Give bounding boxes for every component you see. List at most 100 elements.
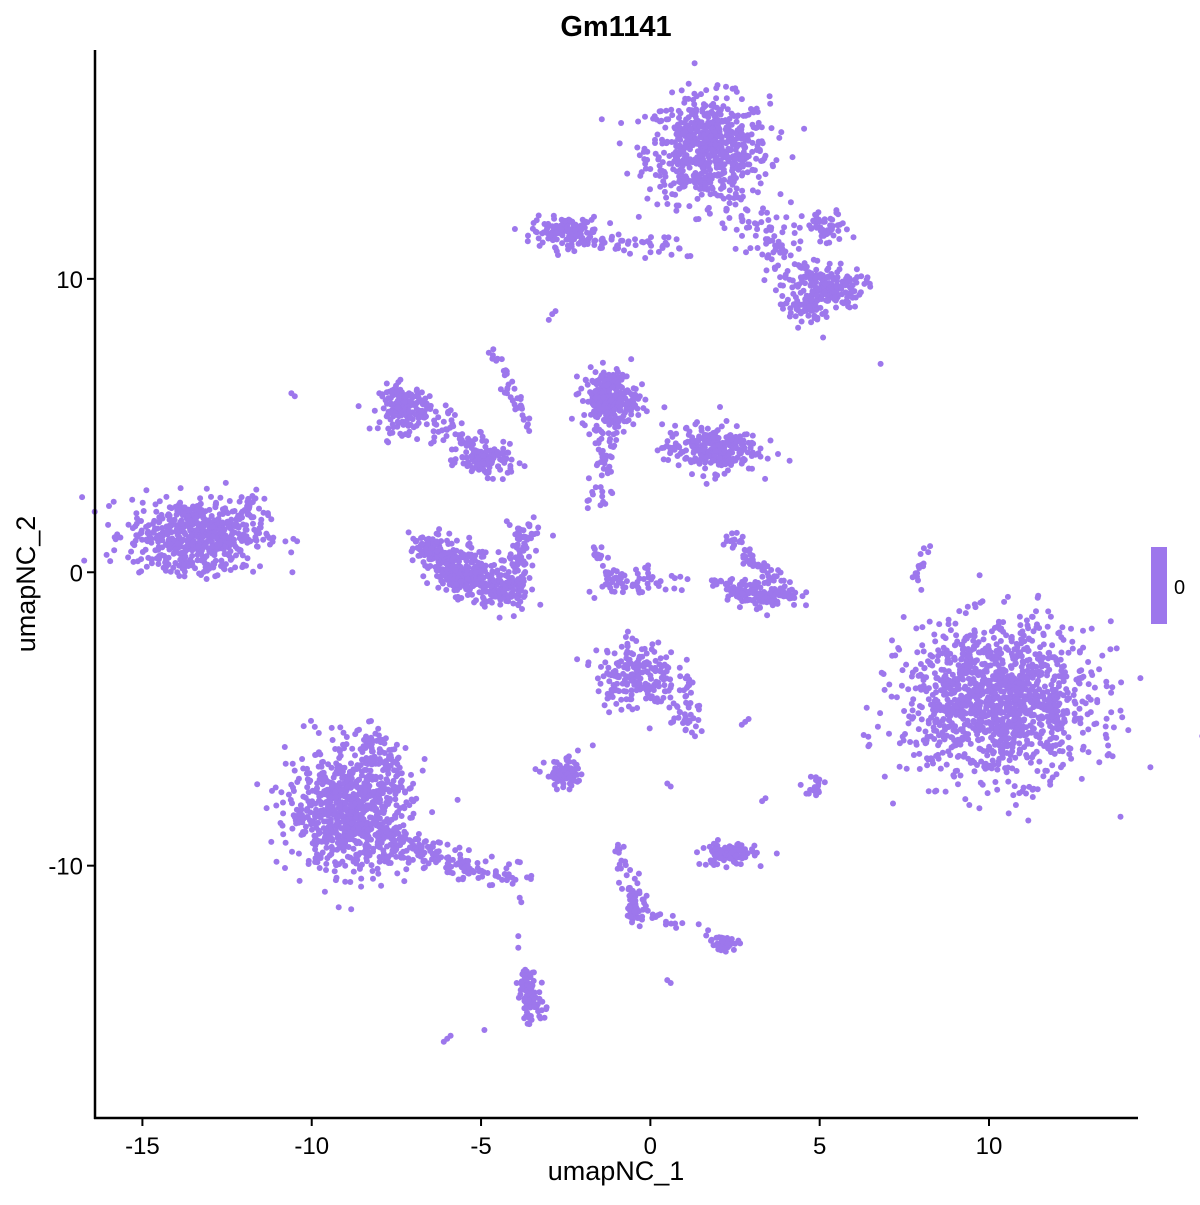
data-point [590, 402, 597, 409]
data-point [358, 883, 365, 890]
data-point [997, 638, 1004, 644]
data-point [395, 809, 401, 815]
data-point [232, 564, 239, 571]
data-point [795, 324, 802, 331]
data-point [1044, 623, 1051, 630]
data-point [607, 373, 614, 380]
data-point [972, 681, 979, 688]
data-point [654, 447, 661, 454]
data-point [635, 213, 642, 220]
data-point [320, 775, 327, 782]
data-point [305, 798, 312, 805]
data-point [661, 404, 668, 411]
data-point [919, 624, 926, 631]
data-point [316, 865, 323, 871]
data-point [685, 95, 692, 102]
data-point [695, 438, 702, 445]
data-point [618, 120, 625, 126]
data-point [1007, 663, 1014, 670]
data-point [720, 103, 727, 110]
data-point [281, 744, 288, 750]
data-point [739, 163, 746, 170]
data-point [696, 172, 702, 179]
data-point [839, 299, 846, 306]
data-point [899, 667, 906, 674]
data-point [217, 494, 224, 501]
data-point [1117, 707, 1124, 714]
data-point [296, 811, 302, 817]
data-point [341, 745, 347, 752]
data-point [731, 195, 738, 201]
data-point [399, 432, 405, 439]
data-point [429, 809, 436, 816]
data-point [1027, 759, 1034, 766]
data-point [614, 673, 621, 680]
data-point [815, 218, 822, 225]
data-point [690, 139, 697, 146]
data-point [377, 809, 384, 816]
data-point [642, 113, 648, 120]
data-point [133, 510, 140, 517]
data-point [615, 659, 622, 666]
data-point [844, 294, 851, 301]
data-point [1029, 794, 1036, 800]
data-point [770, 163, 776, 170]
data-point [1030, 751, 1037, 758]
data-point [963, 710, 969, 717]
data-point [675, 202, 682, 209]
data-point [842, 289, 849, 296]
data-point [979, 661, 986, 668]
data-point [733, 175, 739, 181]
data-point [703, 454, 710, 461]
data-point [376, 419, 383, 426]
data-point [600, 394, 607, 401]
data-point [1009, 653, 1016, 660]
data-point [774, 589, 781, 595]
data-point [686, 133, 693, 140]
data-point [929, 691, 936, 698]
data-point [681, 99, 688, 106]
data-point [181, 504, 188, 511]
data-point [661, 168, 668, 175]
data-point [153, 508, 160, 515]
data-point [388, 387, 395, 394]
data-point [289, 760, 296, 767]
data-point [592, 388, 599, 394]
data-point [1109, 684, 1116, 691]
data-point [1023, 617, 1030, 624]
data-point [174, 540, 181, 547]
data-point [825, 297, 832, 304]
data-point [535, 235, 542, 242]
data-point [692, 114, 699, 120]
data-point [1119, 714, 1126, 721]
data-point [348, 803, 355, 810]
data-point [979, 781, 986, 788]
data-point [721, 139, 728, 146]
data-point [506, 440, 513, 447]
data-point [700, 101, 707, 108]
data-point [948, 690, 955, 697]
data-point [787, 199, 794, 206]
data-point [480, 452, 487, 459]
data-point [682, 158, 689, 165]
data-point [864, 274, 871, 281]
data-point [702, 432, 709, 439]
data-point [700, 473, 707, 480]
data-point [596, 406, 603, 412]
data-point [308, 819, 315, 826]
data-point [193, 515, 199, 522]
data-point [976, 805, 983, 812]
data-point [736, 604, 743, 611]
data-point [612, 391, 619, 398]
data-point [714, 837, 721, 843]
data-point [197, 501, 204, 508]
data-point [1037, 693, 1044, 700]
data-point [673, 430, 680, 437]
data-point [550, 769, 557, 775]
data-point [640, 405, 647, 412]
data-point [966, 802, 973, 808]
data-point [971, 759, 978, 766]
data-point [304, 765, 310, 772]
data-point [833, 283, 840, 290]
data-point [890, 800, 896, 807]
